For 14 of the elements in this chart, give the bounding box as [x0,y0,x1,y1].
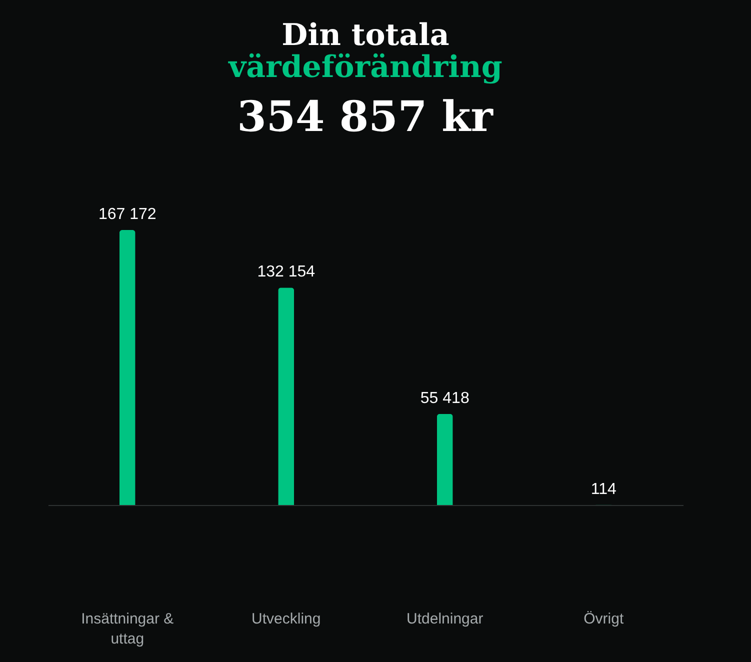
bar [436,414,453,505]
bar [278,288,294,505]
data-label: 55 418 [420,390,470,407]
data-label: 114 [590,480,616,498]
x-tick-label: Utveckling [252,610,321,628]
x-tick-label: Övrigt [584,610,624,628]
x-tick-label: Insättningar & uttag [81,610,174,648]
data-label: 132 154 [257,264,316,281]
bar [119,230,136,505]
data-label: 167 172 [98,206,156,223]
chart-title: Din totala [282,18,450,53]
chart-subtitle: värdeförändring [228,50,502,85]
x-tick-label: Utdelningar [406,610,484,628]
text: 354 857 kr [237,92,494,141]
